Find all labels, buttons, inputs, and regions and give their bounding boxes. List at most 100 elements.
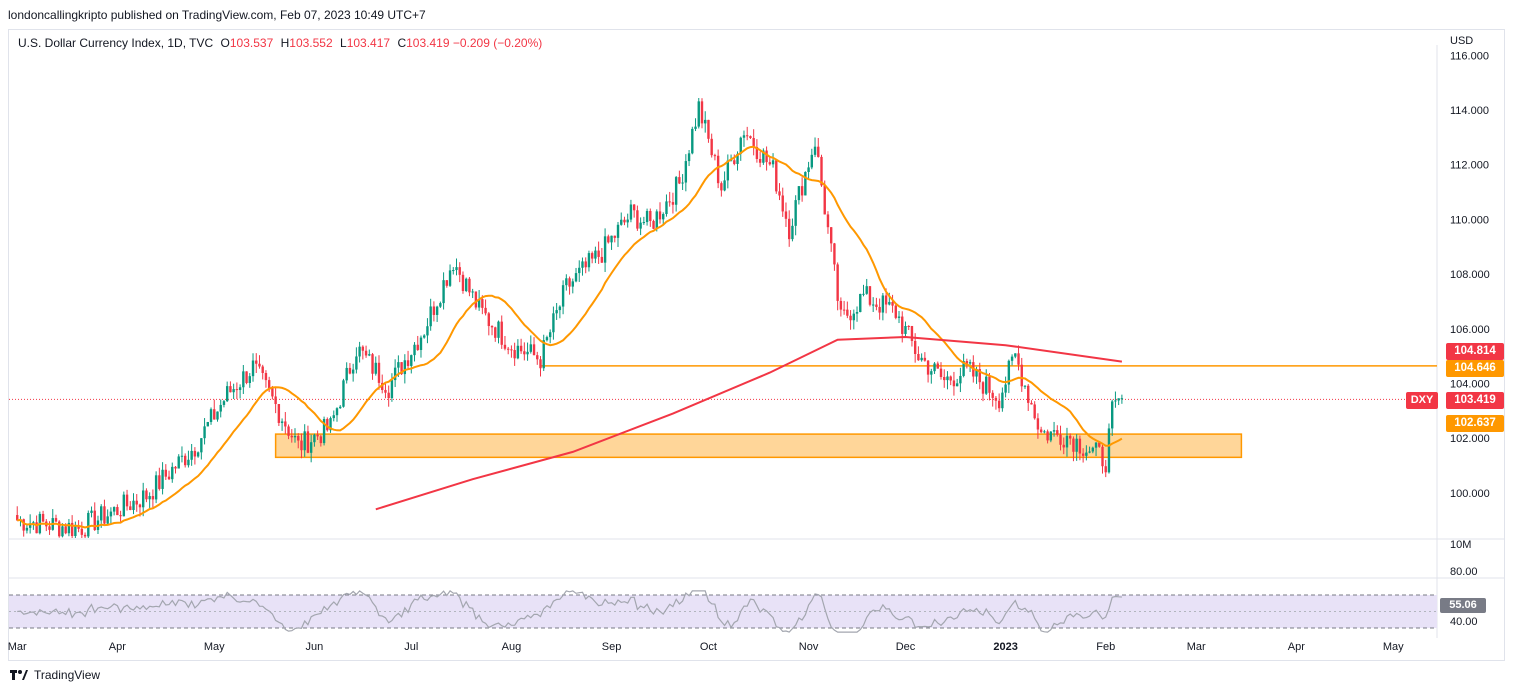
candle-body (503, 344, 507, 349)
candle-body (752, 138, 755, 147)
candle-body (267, 380, 271, 389)
candle-body (923, 357, 927, 361)
published-header: londoncallingkripto published on Trading… (8, 8, 426, 22)
candle-body (749, 136, 752, 139)
candle-body (794, 200, 797, 226)
candle-body (342, 380, 345, 407)
candle-body (955, 383, 959, 387)
candle-body (590, 253, 594, 259)
candle-body (552, 313, 555, 333)
rsi-line (17, 590, 1122, 633)
candle-body (700, 101, 704, 124)
candle-body (196, 452, 200, 457)
support-zone-layer (9, 365, 1437, 459)
candle-body (1094, 442, 1098, 448)
candle-body (1010, 356, 1014, 361)
legend-close-label: C (397, 36, 407, 50)
candle-body (1023, 385, 1027, 387)
candle-body (710, 138, 713, 156)
x-tick-label: Apr (1288, 641, 1305, 653)
candle-body (694, 126, 697, 129)
candle-body (61, 526, 64, 537)
candle-body (946, 376, 949, 381)
candle-body (510, 349, 513, 351)
ma200-price-tag: 104.814 (1446, 343, 1504, 360)
x-tick-label: Mar (1187, 641, 1206, 653)
candle-body (833, 243, 836, 265)
candle-body (484, 307, 487, 314)
short-ma-line (16, 145, 1123, 529)
candle-body (58, 521, 61, 537)
candle-body (64, 526, 67, 534)
candle-body (548, 332, 552, 338)
candle-body (1033, 404, 1036, 419)
candle-body (238, 387, 242, 390)
candle-body (975, 369, 978, 377)
candle-body (888, 301, 891, 305)
candle-body (671, 202, 675, 205)
candle-body (788, 218, 791, 240)
candle-body (668, 201, 671, 203)
candle-body (584, 261, 587, 268)
candle-body (151, 496, 155, 500)
candle-body (377, 362, 381, 383)
chart-frame (8, 29, 1505, 661)
candle-body (361, 346, 365, 351)
candle-body (461, 274, 465, 291)
candle-body (739, 137, 742, 154)
candle-body (962, 360, 965, 376)
candle-body (384, 389, 387, 393)
candle-body (868, 286, 872, 305)
candle-body (733, 160, 736, 164)
candle-body (1117, 398, 1120, 401)
candle-body (1065, 435, 1069, 448)
candle-body (468, 278, 471, 293)
candle-body (865, 286, 868, 294)
footer-brand[interactable]: TradingView (10, 668, 100, 682)
candle-body (122, 494, 126, 517)
candle-body (112, 507, 116, 512)
candle-body (148, 496, 151, 500)
candle-body (116, 507, 119, 516)
candle-body (413, 344, 416, 356)
candle-body (271, 388, 274, 397)
candle-body (820, 156, 823, 186)
candle-body (213, 409, 216, 420)
candle-body (823, 185, 826, 215)
candle-body (804, 171, 807, 196)
candle-body (187, 459, 190, 466)
y-tick-label: 104.000 (1450, 379, 1490, 391)
candle-body (1043, 431, 1046, 433)
candle-body (813, 146, 817, 155)
support-zone (274, 433, 1243, 459)
candle-body (662, 214, 665, 220)
x-tick-label: Nov (799, 641, 819, 653)
candle-body (403, 360, 407, 375)
candle-body (393, 367, 397, 381)
candle-body (726, 160, 730, 181)
candle-body (1056, 430, 1059, 435)
candle-body (594, 250, 597, 259)
candle-body (32, 522, 35, 524)
candle-body (200, 438, 203, 453)
x-tick-label: Oct (700, 641, 717, 653)
candle-body (326, 419, 329, 431)
candle-body (587, 253, 591, 268)
candle-body (891, 301, 894, 306)
candle-body (1088, 451, 1091, 453)
candle-body (500, 321, 503, 345)
candle-body (600, 256, 604, 263)
candle-body (138, 504, 142, 508)
candle-body (784, 211, 788, 219)
y-tick-label: 114.000 (1450, 105, 1489, 117)
candle-body (884, 295, 888, 305)
candle-body (329, 418, 332, 431)
legend-close-value: 103.419 (406, 36, 450, 50)
candle-body (274, 396, 277, 405)
candle-body (542, 340, 545, 369)
candle-body (258, 363, 261, 367)
candle-body (487, 313, 491, 327)
candle-body (626, 219, 629, 223)
candle-body (943, 377, 946, 381)
